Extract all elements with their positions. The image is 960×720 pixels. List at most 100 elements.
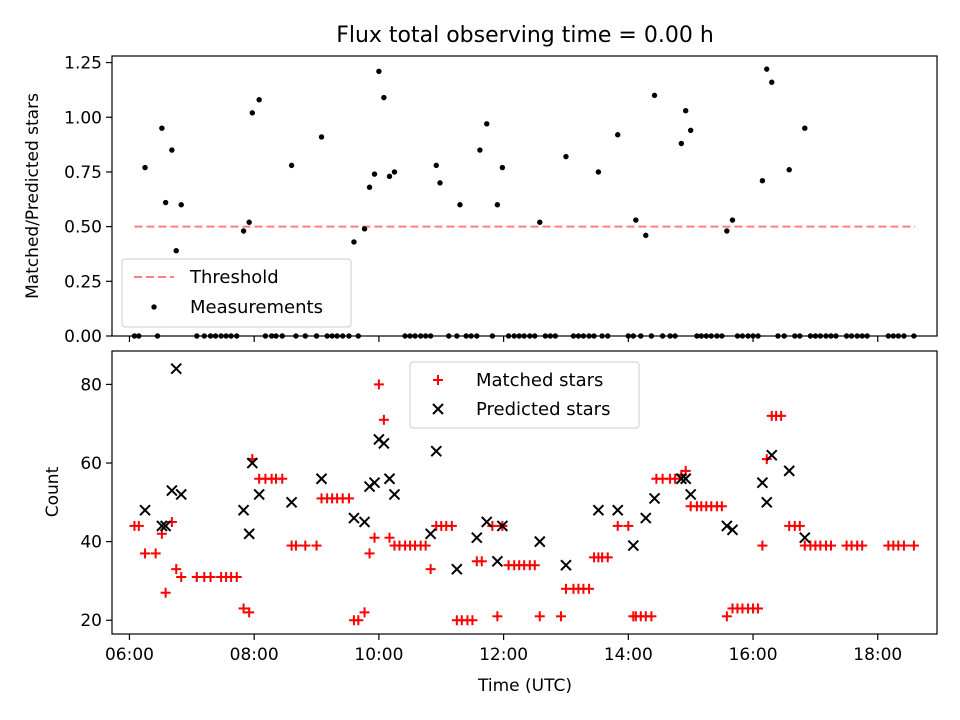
x-tick-label: 16:00 (729, 645, 778, 665)
top-x-ticks (128, 336, 879, 342)
measurement-point (729, 217, 736, 223)
matched-star-point (160, 587, 171, 598)
matched-star-point (670, 473, 681, 484)
top-legend-box (121, 258, 352, 328)
bottom-legend: Matched stars Predicted stars (409, 361, 640, 429)
matched-star-point (623, 520, 634, 531)
predicted-star-point (481, 516, 493, 528)
matched-star-point (373, 379, 384, 390)
predicted-star-point (175, 488, 187, 501)
predicted-star-point (726, 524, 739, 536)
measurement-point (484, 121, 490, 127)
measurement-point (643, 232, 649, 239)
matched-star-point (343, 493, 354, 504)
top-y-tick-label: 0.25 (64, 272, 102, 292)
matched-star-point (555, 611, 566, 622)
measurement-point (386, 173, 393, 180)
measurement-point (381, 94, 387, 101)
measurement-point (802, 125, 808, 131)
matched-star-point (612, 520, 623, 531)
legend-predicted-swatch (432, 403, 444, 415)
measurement-point (376, 68, 382, 75)
measurement-point (178, 202, 184, 208)
measurement-point (162, 199, 169, 206)
x-tick-label: 10:00 (354, 645, 403, 665)
predicted-star-point (560, 559, 572, 571)
matched-star-point (757, 540, 768, 551)
matched-star-point (420, 540, 431, 551)
bottom-y-tick-label: 60 (80, 454, 102, 474)
measurement-point (391, 169, 398, 175)
measurement-point (288, 162, 295, 169)
predicted-star-point (627, 539, 640, 552)
x-tick-label: 18:00 (853, 645, 902, 665)
matched-star-point (300, 540, 311, 551)
predicted-star-point (534, 535, 546, 548)
bottom-panel: 20 40 60 80 06:00 08:00 10:00 12:00 14:00 16:00 1… (43, 350, 938, 696)
measurement-point (687, 127, 694, 134)
matched-star-point (492, 611, 503, 622)
x-tick-label: 06:00 (105, 645, 154, 665)
bottom-y-tick-label: 20 (80, 611, 102, 631)
predicted-star-point (612, 504, 624, 516)
matched-star-point (476, 556, 487, 567)
matched-star-point (378, 414, 389, 425)
matched-star-point (277, 473, 288, 484)
predicted-star-point (388, 488, 401, 501)
matched-star-point (776, 410, 787, 421)
predicted-star-point (285, 496, 298, 509)
matched-star-point (467, 615, 478, 626)
measurement-point (678, 140, 685, 147)
measurement-point (494, 202, 501, 208)
matched-star-point (794, 520, 805, 531)
legend-threshold-label: Threshold (189, 267, 279, 288)
matched-star-point (133, 520, 144, 531)
measurement-point (159, 125, 165, 131)
top-y-tick-label: 1.25 (64, 54, 102, 74)
matched-star-point (176, 572, 187, 583)
legend-measurements-label: Measurements (190, 297, 323, 318)
measurement-point (361, 226, 368, 232)
predicted-star-point (491, 555, 504, 567)
predicted-star-point (766, 449, 778, 461)
x-tick-label: 14:00 (604, 645, 653, 665)
predicted-star-point (648, 492, 661, 505)
top-y-axis-label: Matched/Predicted stars (23, 93, 43, 299)
predicted-star-point (159, 520, 172, 532)
matched-star-point (353, 615, 364, 626)
predicted-star-point (799, 531, 811, 544)
measurement-point (499, 164, 506, 171)
predicted-star-point (246, 457, 259, 469)
bottom-legend-box (409, 361, 640, 429)
matched-star-point (646, 611, 657, 622)
legend-matched-swatch (433, 375, 443, 385)
predicted-star-point (592, 504, 605, 516)
predicted-star-point (166, 484, 178, 497)
measurement-point (563, 153, 569, 160)
predicted-star-point (424, 528, 437, 540)
matched-star-point (425, 564, 436, 575)
predicted-star-point (451, 563, 463, 575)
predicted-star-point (430, 445, 442, 457)
matched-star-point (171, 564, 182, 575)
measurement-point (173, 247, 179, 254)
measurement-point (371, 171, 378, 177)
top-legend: Threshold Measurements (121, 258, 352, 328)
measurement-point (246, 219, 252, 225)
predicted-star-point (679, 473, 692, 485)
predicted-star-point (761, 496, 773, 509)
predicted-star-point (640, 512, 652, 524)
x-tick-label: 12:00 (479, 645, 528, 665)
matched-star-point (602, 552, 613, 563)
top-y-tick-label: 0.00 (64, 327, 102, 347)
bottom-predicted-layer (139, 362, 811, 575)
matched-star-point (529, 560, 540, 571)
measurement-point (249, 110, 256, 116)
top-plot-frame (111, 55, 938, 337)
legend-matched-label: Matched stars (476, 370, 603, 391)
measurement-point (240, 228, 247, 234)
matched-star-point (908, 540, 919, 551)
bottom-y-tick-label: 40 (80, 533, 102, 553)
measurement-point (437, 180, 443, 186)
predicted-star-point (783, 465, 795, 477)
